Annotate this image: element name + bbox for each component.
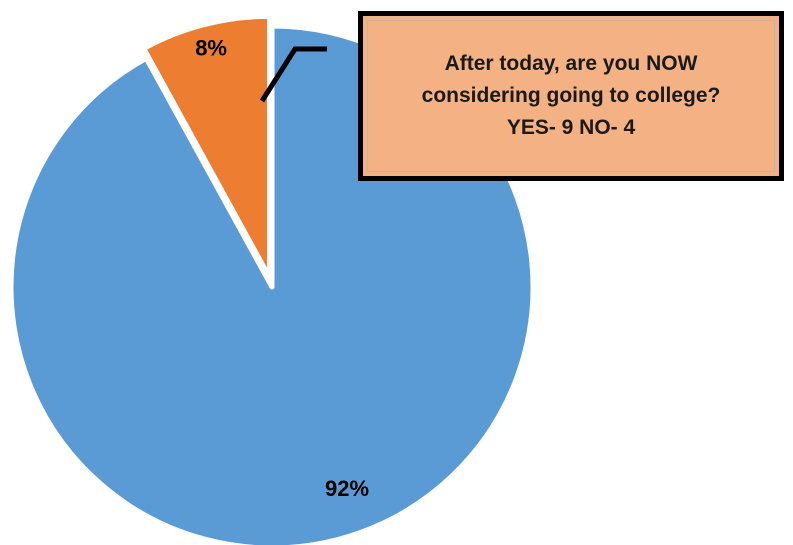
pie-slice-no: [141, 13, 273, 280]
data-label-no: 8%: [195, 36, 227, 61]
data-label-yes: 92%: [325, 476, 369, 501]
callout-line-3: YES- 9 NO- 4: [506, 116, 636, 139]
callout-line-1: After today, are you NOW: [444, 52, 698, 75]
callout-leader-line: [259, 46, 327, 103]
callout-line-2: considering going to college?: [421, 84, 721, 107]
callout-inner: After today, are you NOW considering goi…: [367, 20, 775, 172]
callout-box: After today, are you NOW considering goi…: [358, 11, 784, 181]
